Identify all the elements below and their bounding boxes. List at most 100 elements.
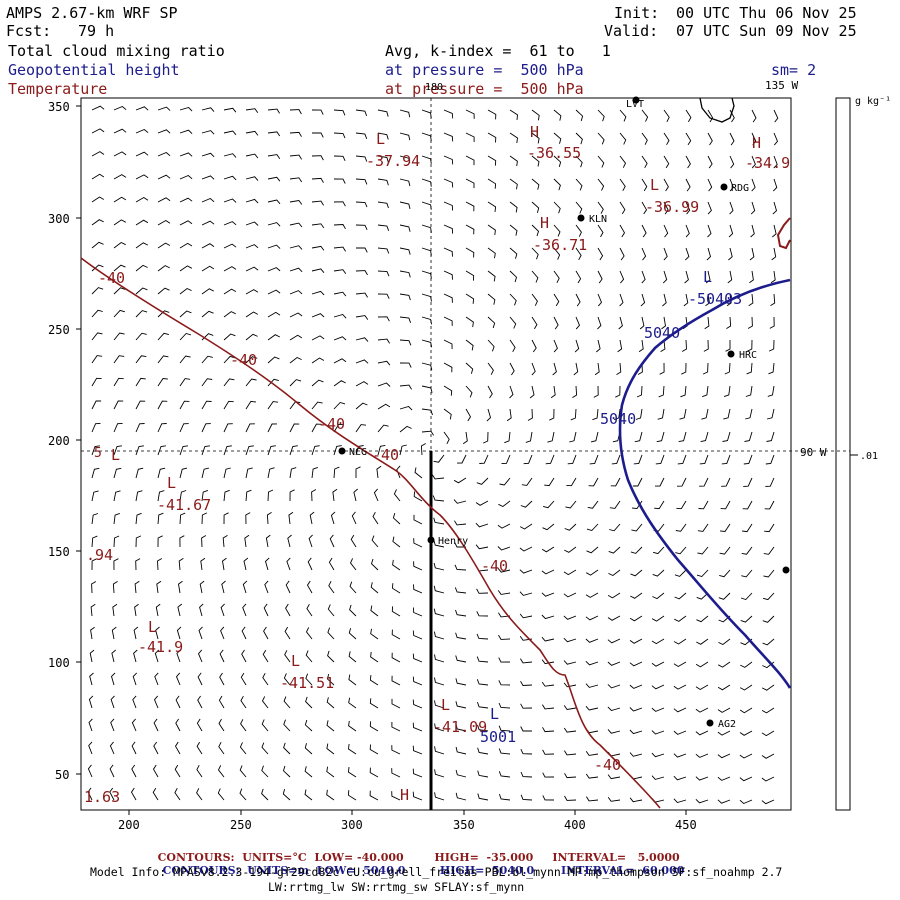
wind-barb [283, 742, 291, 755]
wind-barb [134, 580, 140, 594]
wind-barb [764, 500, 775, 510]
wind-barb [651, 730, 665, 735]
wind-barb [113, 151, 127, 157]
wind-barb [348, 674, 357, 686]
wind-barb [391, 768, 401, 778]
wind-barb [376, 465, 382, 479]
wind-barb [311, 245, 325, 251]
wind-barb [527, 408, 533, 421]
wind-barb [391, 675, 401, 686]
wind-barb [264, 580, 269, 594]
wind-barb [196, 718, 203, 732]
wind-barb [348, 720, 357, 732]
wind-barb [131, 764, 137, 778]
wind-barb [434, 677, 445, 686]
wind-barb [305, 627, 313, 640]
wind-barb [311, 200, 324, 206]
wind-barb [355, 315, 369, 320]
wind-barb [262, 649, 269, 663]
wind-barb [399, 224, 411, 232]
wind-barb [353, 488, 358, 502]
wind-barb [326, 766, 335, 778]
wind-barb [695, 661, 709, 668]
wind-barb [113, 332, 125, 341]
wind-barb [641, 178, 648, 192]
wind-barb [179, 423, 189, 433]
hgt-interval: INTERVAL= 60.000 [560, 864, 685, 877]
wind-barb [465, 132, 475, 142]
wind-barb [201, 378, 213, 387]
model-info-line2: LW:rrtmg_lw SW:rrtmg_sw SFLAY:sf_mynn [268, 880, 525, 894]
wind-barb [412, 768, 423, 778]
wind-barb [267, 445, 276, 456]
wind-barb [487, 247, 496, 259]
wind-barb [333, 466, 340, 479]
wind-barb [520, 658, 533, 664]
wind-barb [309, 511, 315, 525]
wind-barb [333, 358, 347, 364]
wind-barb [201, 400, 212, 410]
wind-barb [201, 288, 215, 295]
wind-barb [135, 355, 147, 364]
wind-barb [355, 178, 368, 185]
wind-barb [498, 657, 511, 663]
wind-barb [703, 339, 709, 352]
wind-barb [519, 591, 533, 596]
wind-barb [135, 242, 149, 249]
wind-barb [157, 445, 166, 456]
wind-barb [333, 132, 346, 139]
wind-barb [641, 224, 647, 238]
wind-barb [740, 661, 753, 668]
wind-barb [509, 155, 518, 167]
wind-barb [575, 155, 583, 168]
wind-barb [720, 500, 731, 510]
wind-barb [476, 588, 489, 594]
wind-barb [629, 615, 643, 622]
wind-barb [455, 723, 467, 732]
wind-barb [696, 615, 709, 623]
wind-barb [283, 719, 291, 732]
wind-barb [333, 445, 342, 456]
wind-barb [663, 201, 669, 215]
wind-barb [726, 316, 732, 329]
wind-barb [391, 698, 401, 709]
wind-barb [327, 627, 335, 640]
wind-barb [289, 131, 302, 137]
wind-barb [509, 362, 515, 376]
wind-barb [724, 362, 731, 375]
temp-label: -41.51 [280, 674, 334, 692]
wind-barb [109, 741, 115, 755]
wind-barb [284, 650, 291, 663]
wind-barb [673, 707, 687, 713]
wind-barb [289, 445, 298, 456]
wind-barb [751, 178, 756, 192]
wind-barb [135, 558, 141, 571]
wind-barb [651, 707, 665, 712]
wind-barb [91, 128, 105, 134]
wind-barb [640, 293, 646, 307]
wind-barb [412, 607, 423, 617]
wind-barb [497, 523, 511, 529]
wind-barb [563, 637, 577, 643]
wind-barb [585, 638, 599, 643]
wind-barb [572, 385, 578, 398]
wind-barb [304, 743, 313, 755]
wind-barb [223, 512, 229, 525]
wind-barb [575, 201, 583, 214]
wind-barb [333, 401, 346, 410]
wind-barb [179, 490, 187, 502]
axis-ticks [76, 105, 687, 815]
wind-barb [242, 580, 248, 594]
wind-barb [201, 467, 210, 479]
wind-barb [311, 401, 323, 410]
wind-barb [723, 385, 731, 398]
wind-barb [90, 626, 95, 640]
wind-barb [509, 247, 518, 259]
wind-barb [729, 178, 734, 192]
wind-barb [657, 408, 665, 420]
wind-barb [619, 293, 624, 307]
wind-barb [179, 467, 188, 479]
wind-barb [399, 132, 411, 141]
x-tick-label: 250 [230, 818, 252, 832]
wind-barb [179, 400, 190, 410]
